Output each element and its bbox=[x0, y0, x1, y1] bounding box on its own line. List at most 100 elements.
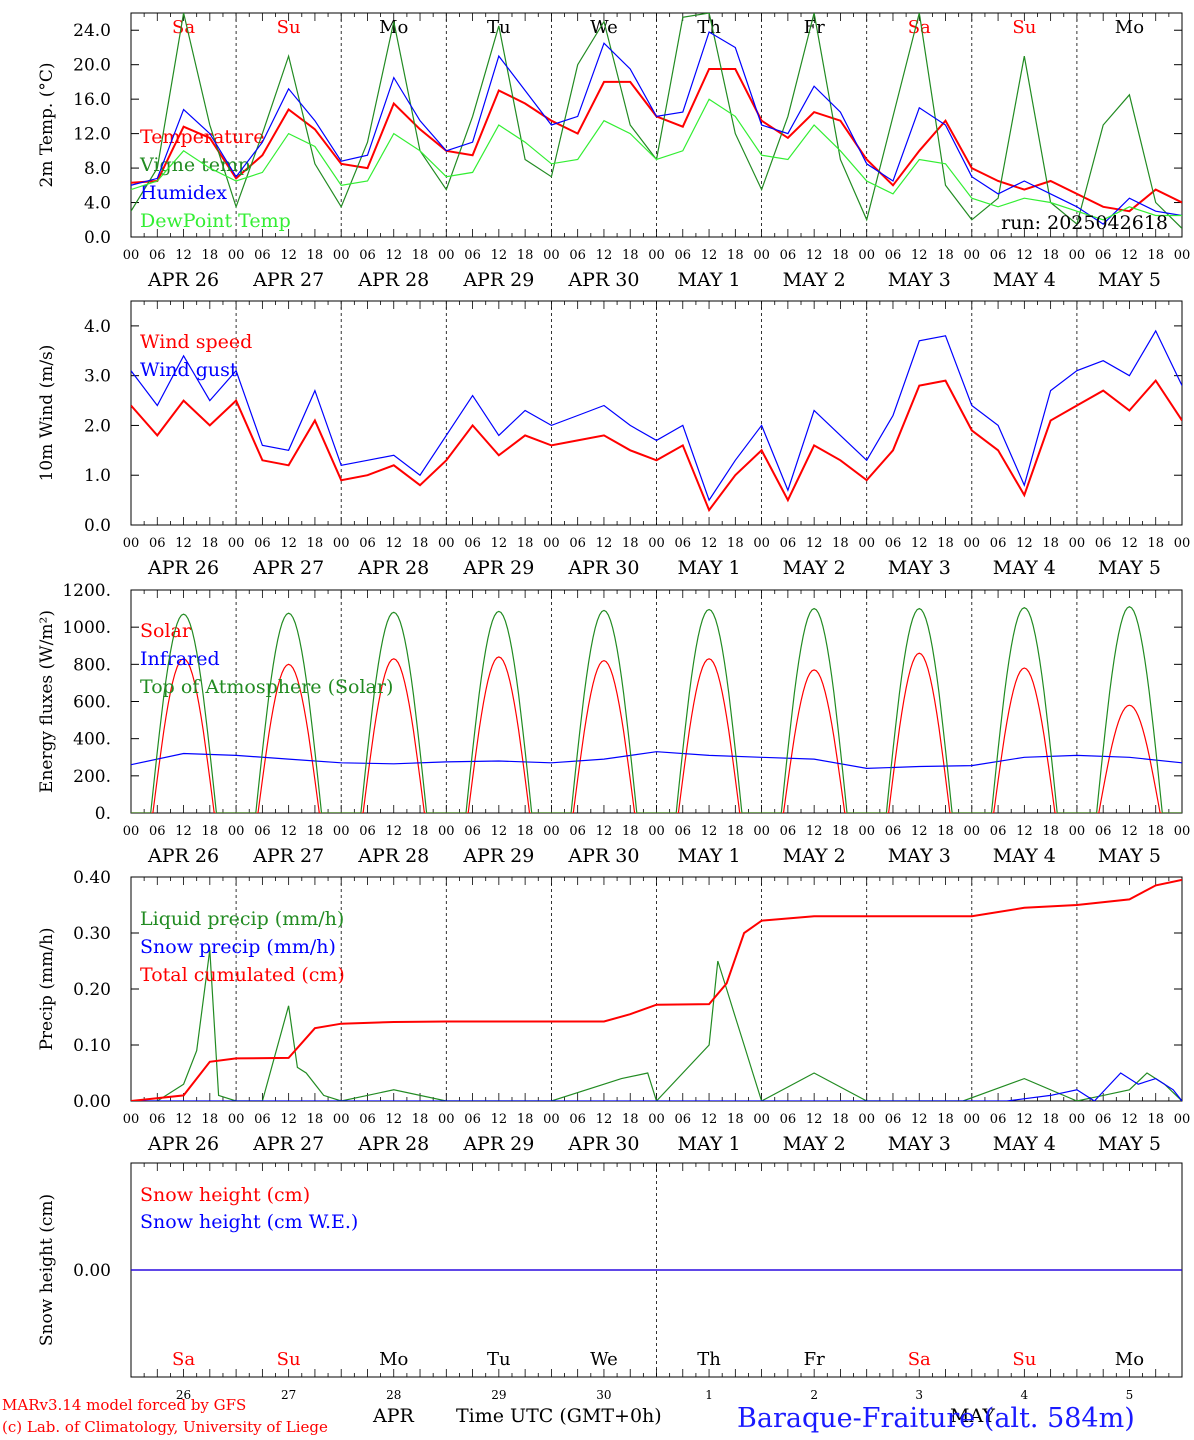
series-line-liquid-precip-mm-h- bbox=[131, 949, 1182, 1101]
date-label: MAY 3 bbox=[888, 1133, 951, 1155]
day-number-label: 4 bbox=[1021, 1388, 1029, 1402]
y-tick-label: 16.0 bbox=[73, 90, 111, 110]
hour-tick-label: 06 bbox=[359, 248, 376, 263]
hour-tick-label: 06 bbox=[569, 248, 586, 263]
day-number-label: 5 bbox=[1126, 1388, 1134, 1402]
hour-tick-label: 00 bbox=[438, 248, 455, 263]
y-tick-label: 24.0 bbox=[73, 21, 111, 41]
y-tick-label: 2.0 bbox=[84, 416, 111, 436]
y-axis-label: 10m Wind (m/s) bbox=[37, 345, 57, 482]
hour-tick-label: 18 bbox=[517, 536, 534, 551]
y-tick-label: 3.0 bbox=[84, 367, 111, 387]
hour-tick-label: 18 bbox=[1042, 1112, 1059, 1127]
day-name-label: Sa bbox=[908, 17, 931, 38]
footer-month-may: MAY bbox=[950, 1405, 995, 1427]
date-label: APR 27 bbox=[252, 557, 324, 579]
day-number-label: 26 bbox=[176, 1388, 191, 1402]
hour-tick-label: 06 bbox=[885, 1112, 902, 1127]
day-number-label: 30 bbox=[596, 1388, 611, 1402]
hour-tick-label: 06 bbox=[990, 536, 1007, 551]
hour-tick-label: 12 bbox=[1121, 824, 1138, 839]
footer-month-apr: APR bbox=[373, 1405, 414, 1427]
hour-tick-label: 18 bbox=[412, 536, 429, 551]
date-label: APR 29 bbox=[462, 269, 534, 291]
date-label: MAY 5 bbox=[1098, 1133, 1161, 1155]
hour-tick-label: 12 bbox=[701, 248, 718, 263]
legend-humidex: Humidex bbox=[140, 182, 227, 204]
hour-tick-label: 06 bbox=[569, 824, 586, 839]
date-label: MAY 3 bbox=[888, 269, 951, 291]
hour-tick-label: 06 bbox=[464, 1112, 481, 1127]
hour-tick-label: 00 bbox=[858, 536, 875, 551]
hour-tick-label: 12 bbox=[1121, 1112, 1138, 1127]
hour-tick-label: 06 bbox=[675, 248, 692, 263]
hour-tick-label: 00 bbox=[123, 1112, 140, 1127]
date-label: APR 26 bbox=[147, 557, 219, 579]
legend-temperature: Temperature bbox=[140, 126, 264, 148]
date-label: MAY 4 bbox=[993, 269, 1056, 291]
hour-tick-label: 00 bbox=[648, 248, 665, 263]
hour-tick-label: 12 bbox=[596, 1112, 613, 1127]
hour-tick-label: 06 bbox=[1095, 824, 1112, 839]
hour-tick-label: 18 bbox=[1042, 248, 1059, 263]
hour-tick-label: 06 bbox=[359, 824, 376, 839]
day-name-label: Th bbox=[697, 17, 721, 38]
date-label: MAY 5 bbox=[1098, 557, 1161, 579]
hour-tick-label: 00 bbox=[228, 824, 245, 839]
hour-tick-label: 00 bbox=[228, 536, 245, 551]
hour-tick-label: 06 bbox=[1095, 248, 1112, 263]
plot-frame bbox=[130, 300, 1183, 526]
y-tick-label: 0.30 bbox=[73, 924, 111, 944]
hour-tick-label: 12 bbox=[491, 536, 508, 551]
day-name-label: Mo bbox=[1115, 17, 1144, 38]
hour-tick-label: 18 bbox=[412, 1112, 429, 1127]
date-label: MAY 4 bbox=[993, 557, 1056, 579]
date-label: APR 28 bbox=[357, 269, 429, 291]
legend-top-of-atmosphere-solar-: Top of Atmosphere (Solar) bbox=[140, 676, 393, 698]
footer-lab-credit: (c) Lab. of Climatology, University of L… bbox=[2, 1418, 328, 1436]
hour-tick-label: 06 bbox=[885, 536, 902, 551]
hour-tick-label: 18 bbox=[727, 536, 744, 551]
hour-tick-label: 18 bbox=[202, 248, 219, 263]
y-tick-label: 400. bbox=[73, 730, 111, 750]
hour-tick-label: 12 bbox=[280, 248, 297, 263]
hour-tick-label: 06 bbox=[990, 1112, 1007, 1127]
hour-tick-label: 00 bbox=[964, 1112, 981, 1127]
hour-tick-label: 00 bbox=[1069, 248, 1086, 263]
date-label: APR 29 bbox=[462, 845, 534, 867]
y-axis-label: 2m Temp. (°C) bbox=[37, 62, 57, 187]
day-name-label: Mo bbox=[379, 17, 408, 38]
hour-tick-label: 06 bbox=[464, 248, 481, 263]
day-number-label: 29 bbox=[491, 1388, 506, 1402]
date-label: MAY 2 bbox=[783, 557, 846, 579]
y-tick-label: 800. bbox=[73, 655, 111, 675]
hour-tick-label: 12 bbox=[175, 536, 192, 551]
hour-tick-label: 18 bbox=[622, 824, 639, 839]
hour-tick-label: 06 bbox=[780, 1112, 797, 1127]
day-name-label: Mo bbox=[379, 1349, 408, 1370]
date-label: APR 27 bbox=[252, 1133, 324, 1155]
y-tick-label: 0.00 bbox=[73, 1261, 111, 1281]
hour-tick-label: 06 bbox=[359, 536, 376, 551]
hour-tick-label: 06 bbox=[780, 248, 797, 263]
legend-snow-height-cm-w-e-: Snow height (cm W.E.) bbox=[140, 1211, 358, 1233]
run-label: run: 2025042618 bbox=[1001, 212, 1168, 234]
hour-tick-label: 12 bbox=[175, 1112, 192, 1127]
legend-dewpoint-temp: DewPoint Temp bbox=[140, 210, 291, 232]
series-line-top-of-atmosphere-solar- bbox=[131, 606, 1182, 813]
date-label: MAY 1 bbox=[678, 557, 741, 579]
hour-tick-label: 06 bbox=[990, 824, 1007, 839]
hour-tick-label: 06 bbox=[1095, 536, 1112, 551]
hour-tick-label: 00 bbox=[753, 536, 770, 551]
panel-1: 0.0 4.0 8.0 12.0 16.0 20.0 24.0 2m Temp. (°C) 00… bbox=[37, 12, 1190, 291]
date-label: APR 29 bbox=[462, 1133, 534, 1155]
hour-tick-label: 12 bbox=[806, 1112, 823, 1127]
day-name-label: We bbox=[590, 17, 618, 38]
day-name-label: Su bbox=[1012, 1349, 1036, 1370]
hour-tick-label: 06 bbox=[149, 248, 166, 263]
hour-tick-label: 12 bbox=[491, 248, 508, 263]
hour-tick-label: 18 bbox=[727, 1112, 744, 1127]
hour-tick-label: 18 bbox=[1147, 824, 1164, 839]
hour-tick-label: 18 bbox=[832, 824, 849, 839]
hour-tick-label: 00 bbox=[964, 824, 981, 839]
